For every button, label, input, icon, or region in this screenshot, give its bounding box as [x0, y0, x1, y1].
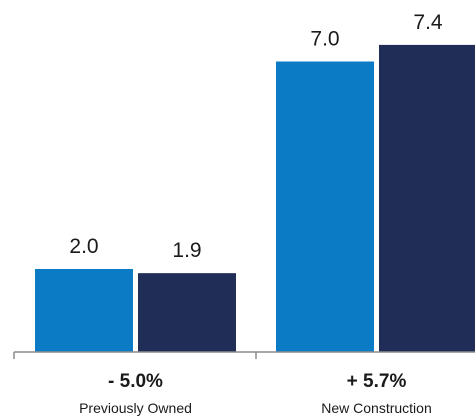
change-label-0: - 5.0%: [108, 371, 163, 392]
value-label-0-0: 2.0: [69, 235, 98, 258]
value-label-1-1: 7.4: [413, 11, 443, 34]
bars-layer: [35, 44, 475, 353]
bar-1-0: [276, 61, 374, 352]
category-labels-layer: - 5.0% Previously Owned + 5.7% New Construc…: [79, 371, 432, 416]
value-label-1-0: 7.0: [310, 28, 339, 51]
bar-0-1: [138, 273, 236, 352]
change-label-1: + 5.7%: [347, 371, 407, 392]
value-label-0-1: 1.9: [172, 239, 201, 262]
x-axis: [13, 351, 475, 359]
bar-1-1: [379, 44, 475, 353]
bar-0-0: [35, 269, 133, 352]
category-label-1: New Construction: [321, 400, 432, 416]
value-labels-layer: 2.0 1.9 7.0 7.4: [69, 11, 443, 262]
category-label-0: Previously Owned: [79, 400, 192, 416]
